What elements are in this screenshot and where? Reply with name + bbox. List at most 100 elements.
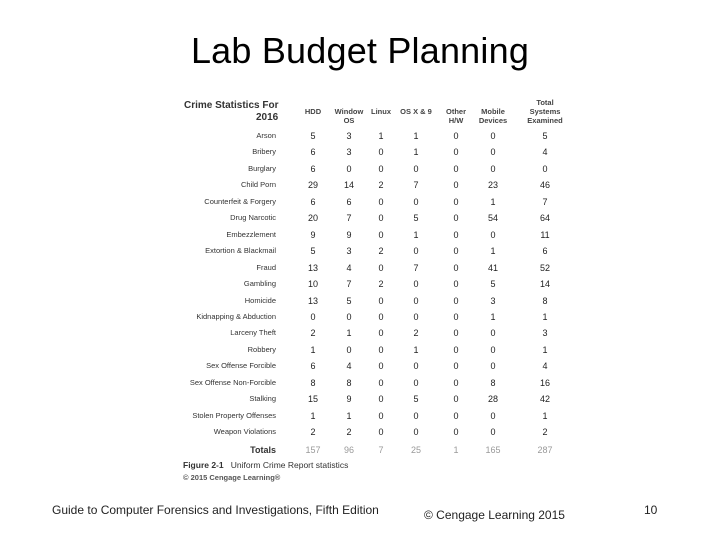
table-cell: 0 xyxy=(453,147,459,158)
table-cell: 0 xyxy=(453,131,459,141)
table-cell: 0 xyxy=(413,377,419,388)
table-cell: 0 xyxy=(378,147,384,158)
table-cell: 0 xyxy=(490,147,496,158)
table-cell: 4 xyxy=(542,361,548,372)
table-cell: 10 xyxy=(307,279,319,290)
table-cell: 157 xyxy=(305,444,321,455)
row-label: Extortion & Blackmail xyxy=(205,246,276,256)
table-cell: 0 xyxy=(378,427,384,438)
table-cell: 0 xyxy=(378,295,384,306)
row-label: Child Porn xyxy=(240,180,276,190)
table-cell: 3 xyxy=(542,328,548,339)
footer-book-title: Guide to Computer Forensics and Investig… xyxy=(52,503,379,517)
table-cell: 0 xyxy=(346,344,352,355)
table-cell: 5 xyxy=(490,279,496,290)
table-cell: 0 xyxy=(490,361,496,372)
table-cell: 0 xyxy=(453,213,459,224)
table-cell: 0 xyxy=(490,344,496,355)
row-label: Gambling xyxy=(243,279,276,289)
table-cell: 14 xyxy=(343,180,355,191)
table-cell: 52 xyxy=(539,262,551,273)
table-cell: 1 xyxy=(310,344,316,355)
table-cell: 1 xyxy=(413,229,419,240)
table-year: 2016 xyxy=(256,112,279,123)
table-cell: 3 xyxy=(346,131,352,141)
table-cell: 7 xyxy=(542,196,548,207)
table-cell: 165 xyxy=(485,444,501,455)
table-cell: 7 xyxy=(378,444,384,455)
slide-title: Lab Budget Planning xyxy=(190,30,530,71)
figure-caption-text: Uniform Crime Report statistics xyxy=(230,460,349,470)
table-cell: 25 xyxy=(410,444,422,455)
table-cell: 64 xyxy=(539,213,551,224)
table-cell: 0 xyxy=(413,196,419,207)
table-cell: 0 xyxy=(490,410,496,421)
row-label: Weapon Violations xyxy=(213,427,276,437)
row-label: Drug Narcotic xyxy=(230,213,276,223)
table-cell: 2 xyxy=(542,427,548,438)
table-cell: 0 xyxy=(413,361,419,372)
table-cell: 8 xyxy=(490,377,496,388)
column-header: HDD xyxy=(305,107,321,116)
table-cell: 0 xyxy=(453,394,459,405)
table-row: Sex Offense Forcible 6 4 0 0 0 0 4 xyxy=(180,358,560,374)
table-cell: 5 xyxy=(310,131,316,141)
row-label: Stalking xyxy=(249,394,276,404)
table-row: Kidnapping & Abduction 0 0 0 0 0 1 1 xyxy=(180,309,560,325)
table-cell: 28 xyxy=(487,394,499,405)
table-cell: 2 xyxy=(378,180,384,191)
row-label: Kidnapping & Abduction xyxy=(196,311,276,321)
table-cell: 287 xyxy=(537,444,553,455)
table-cell: 5 xyxy=(413,394,419,405)
table-cell: 3 xyxy=(346,246,352,257)
totals-row: Totals 157 96 7 25 1 165 287 xyxy=(180,442,560,458)
table-cell: 6 xyxy=(346,196,352,207)
row-label: Larceny Theft xyxy=(230,328,276,338)
table-cell: 16 xyxy=(539,377,551,388)
table-cell: 96 xyxy=(343,444,355,455)
table-cell: 8 xyxy=(310,377,316,388)
table-cell: 0 xyxy=(413,311,419,322)
column-header-line1: Window xyxy=(334,107,364,116)
table-cell: 3 xyxy=(490,295,496,306)
column-header-line2: OS X & 9 xyxy=(400,107,432,116)
table-cell: 2 xyxy=(378,279,384,290)
table-row: Homicide 13 5 0 0 0 3 8 xyxy=(180,293,560,309)
table-cell: 13 xyxy=(307,295,319,306)
table-cell: 2 xyxy=(310,427,316,438)
column-header-line2: Examined xyxy=(527,116,563,125)
column-header-line2: Linux xyxy=(371,107,391,116)
table-cell: 5 xyxy=(346,295,352,306)
table-cell: 1 xyxy=(542,344,548,355)
table-cell: 4 xyxy=(346,361,352,372)
figure-number: Figure 2-1 xyxy=(183,460,224,470)
table-cell: 4 xyxy=(346,262,352,273)
column-header: Other H/W xyxy=(446,107,466,125)
table-cell: 7 xyxy=(413,180,419,191)
table-cell: 0 xyxy=(453,246,459,257)
table-cell: 14 xyxy=(539,279,551,290)
table-cell: 9 xyxy=(310,229,316,240)
table-cell: 0 xyxy=(453,427,459,438)
table-row: Burglary 6 0 0 0 0 0 0 xyxy=(180,161,560,177)
table-cell: 9 xyxy=(346,229,352,240)
table-title: Crime Statistics For xyxy=(184,100,279,111)
table-row: Extortion & Blackmail 5 3 2 0 0 1 6 xyxy=(180,243,560,259)
table-cell: 0 xyxy=(378,229,384,240)
row-label: Sex Offense Forcible xyxy=(206,361,276,371)
table-cell: 1 xyxy=(378,131,384,141)
row-label: Stolen Property Offenses xyxy=(192,410,276,420)
table-cell: 0 xyxy=(378,262,384,273)
table-cell: 20 xyxy=(307,213,319,224)
table-cell: 1 xyxy=(453,444,459,455)
table-cell: 0 xyxy=(453,311,459,322)
table-cell: 0 xyxy=(378,163,384,174)
table-cell: 0 xyxy=(453,328,459,339)
table-cell: 1 xyxy=(346,410,352,421)
table-cell: 0 xyxy=(453,262,459,273)
table-cell: 0 xyxy=(490,229,496,240)
column-header: OS X & 9 xyxy=(400,107,432,116)
table-row: Counterfeit & Forgery 6 6 0 0 0 1 7 xyxy=(180,194,560,210)
table-cell: 7 xyxy=(413,262,419,273)
table-cell: 0 xyxy=(453,163,459,174)
